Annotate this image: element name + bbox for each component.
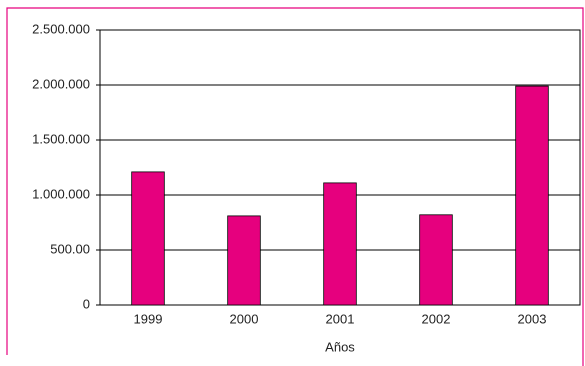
x-tick-label: 1999 bbox=[134, 311, 163, 326]
bar bbox=[227, 215, 261, 306]
x-axis-label: Años bbox=[325, 339, 355, 354]
x-tick-label: 2001 bbox=[326, 311, 355, 326]
y-tick-label: 0 bbox=[83, 296, 90, 311]
bar bbox=[515, 85, 549, 306]
y-tick-label: 2.000.000 bbox=[32, 76, 90, 91]
frame bbox=[6, 7, 584, 366]
x-tick-label: 2003 bbox=[518, 311, 547, 326]
bar bbox=[419, 214, 453, 306]
bar bbox=[323, 182, 357, 306]
y-tick-label: 500.00 bbox=[50, 241, 90, 256]
y-tick-label: 2.500.000 bbox=[32, 21, 90, 36]
y-tick-label: 1.000.000 bbox=[32, 186, 90, 201]
y-tick-label: 1.500.000 bbox=[32, 131, 90, 146]
x-tick-label: 2002 bbox=[422, 311, 451, 326]
x-tick-label: 2000 bbox=[230, 311, 259, 326]
bar bbox=[131, 171, 165, 306]
